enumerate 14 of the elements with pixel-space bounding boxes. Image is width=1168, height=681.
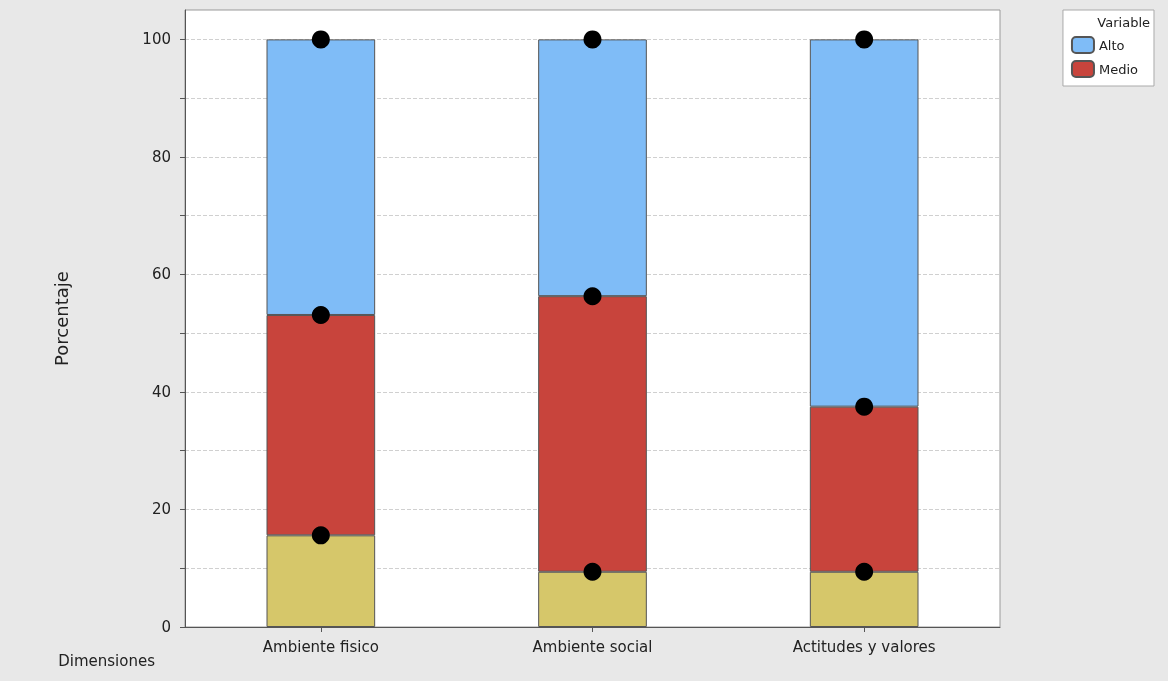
legend-title: Variable xyxy=(1097,15,1151,30)
x-tick-label: Ambiente fisico xyxy=(262,637,379,656)
legend-label: Alto xyxy=(1098,37,1125,53)
y-tick-label: 0 xyxy=(161,618,171,636)
y-tick-label: 80 xyxy=(151,147,171,166)
x-tick-label: Actitudes y valores xyxy=(792,637,936,656)
y-tick-label: 40 xyxy=(151,382,171,401)
x-axis-title: Dimensiones xyxy=(58,651,156,670)
y-tick-label: 100 xyxy=(142,30,171,49)
y-tick-label: 20 xyxy=(151,500,171,519)
x-tick-label: Ambiente social xyxy=(532,637,653,656)
y-tick-label: 60 xyxy=(151,265,171,284)
legend-label: Medio xyxy=(1098,61,1139,77)
y-axis-title: Porcentaje xyxy=(50,271,72,366)
